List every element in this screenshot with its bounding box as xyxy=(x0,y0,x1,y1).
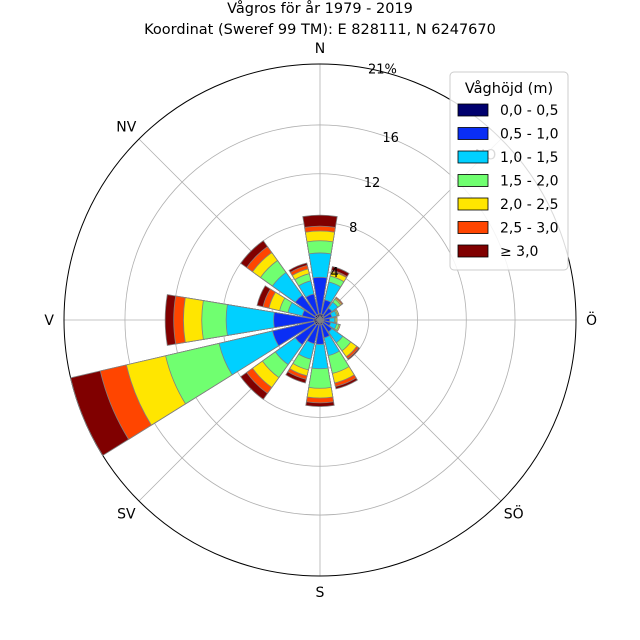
legend-swatch xyxy=(457,244,489,258)
chart-title: Vågros för år 1979 - 2019 xyxy=(227,0,413,17)
legend-label: ≥ 3,0 xyxy=(500,244,538,260)
legend-swatch xyxy=(457,150,489,164)
radial-tick-label: 4 xyxy=(331,266,339,281)
bar-segment-270-1 xyxy=(273,311,321,329)
chart-subtitle: Koordinat (Sweref 99 TM): E 828111, N 62… xyxy=(144,22,496,38)
legend-label: 1,0 - 1,5 xyxy=(500,150,558,166)
direction-label-NV: NV xyxy=(116,119,136,135)
bar-segment-270-2 xyxy=(225,304,321,336)
sector-67.5 xyxy=(319,309,340,321)
sector-247.5 xyxy=(70,319,321,457)
legend-label: 0,5 - 1,0 xyxy=(500,127,558,143)
legend-swatch xyxy=(457,174,489,187)
sector-292.5 xyxy=(256,285,321,321)
legend: Våghöjd (m) 0,0 - 0,5 0,5 - 1,0 1,0 - 1,5 1… xyxy=(449,71,569,271)
legend-swatch xyxy=(457,103,489,117)
bar-segment-337.5-0 xyxy=(316,313,321,321)
bar-segment-247.5-1 xyxy=(272,319,321,347)
radial-tick-label: 8 xyxy=(349,221,357,236)
legend-swatch xyxy=(457,197,489,211)
bar-segment-225-1 xyxy=(294,319,321,346)
legend-label: 2,5 - 3,0 xyxy=(500,221,558,237)
sector-180 xyxy=(305,319,335,407)
sector-157.5 xyxy=(319,319,358,390)
bar-segment-0-1 xyxy=(312,276,328,321)
legend-swatch xyxy=(457,127,489,140)
sector-22.5 xyxy=(319,266,350,321)
direction-label-SV: SV xyxy=(117,507,136,523)
legend-box xyxy=(449,71,569,271)
radial-tick-labels: 4 8 12 16 21% xyxy=(331,63,399,281)
legend-title: Våghöjd (m) xyxy=(465,80,553,97)
legend-swatch xyxy=(457,221,489,234)
sector-270 xyxy=(164,294,321,346)
direction-label-Ö: Ö xyxy=(586,311,597,329)
bar-segment-90-1 xyxy=(319,317,331,323)
direction-label-N: N xyxy=(315,41,325,57)
bar-segment-202.5-1 xyxy=(306,319,321,345)
radial-tick-label: 16 xyxy=(382,131,399,146)
sector-112.5 xyxy=(319,319,341,332)
bar-segment-315-1 xyxy=(294,294,321,321)
rose-bars xyxy=(70,214,361,457)
legend-label: 1,5 - 2,0 xyxy=(500,174,558,190)
bar-segment-337.5-1 xyxy=(305,293,321,321)
sector-45 xyxy=(319,296,344,321)
radial-tick-label: 12 xyxy=(364,176,381,191)
bar-segment-180-1 xyxy=(315,319,325,345)
direction-label-S: S xyxy=(316,585,325,601)
legend-label: 2,0 - 2,5 xyxy=(500,197,558,213)
sector-202.5 xyxy=(285,319,321,384)
outer-circle xyxy=(63,63,577,577)
direction-label-V: V xyxy=(44,313,54,329)
sector-0 xyxy=(302,214,338,321)
legend-label: 0,0 - 0,5 xyxy=(500,103,558,119)
bar-segment-135-1 xyxy=(319,319,333,333)
sector-135 xyxy=(319,319,361,361)
sector-315 xyxy=(240,240,321,321)
legend-items: 0,0 - 0,5 0,5 - 1,0 1,0 - 1,5 1,5 - 2,0 2,0 … xyxy=(457,103,558,260)
radial-max-label: 21% xyxy=(368,63,397,78)
direction-label-SÖ: SÖ xyxy=(504,505,524,523)
sector-225 xyxy=(240,319,321,400)
sector-337.5 xyxy=(288,262,321,321)
